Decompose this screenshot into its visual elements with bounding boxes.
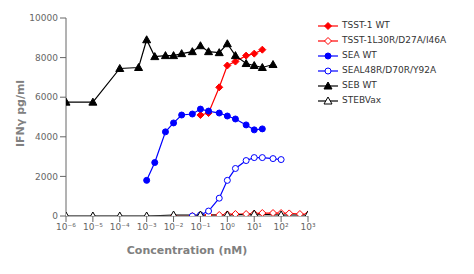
svg-text:Concentration (nM): Concentration (nM) <box>127 244 247 257</box>
svg-text:10⁻²: 10⁻² <box>164 222 184 232</box>
svg-text:10⁻⁵: 10⁻⁵ <box>83 222 103 232</box>
svg-text:0: 0 <box>52 211 58 221</box>
html-text:TSST-1 WT: TSST-1 WT <box>342 20 390 30</box>
svg-text:10⁻¹: 10⁻¹ <box>191 222 211 232</box>
svg-text:8000: 8000 <box>35 53 58 63</box>
svg-text:10⁻³: 10⁻³ <box>137 222 157 232</box>
svg-text:10⁰: 10⁰ <box>220 222 235 232</box>
svg-text:6000: 6000 <box>35 92 58 102</box>
svg-text:2000: 2000 <box>35 172 58 182</box>
html-text:STEBVax: STEBVax <box>342 95 382 105</box>
svg-text:IFNγ pg/ml: IFNγ pg/ml <box>14 80 27 147</box>
html-text:SEAL48R/D70R/Y92A: SEAL48R/D70R/Y92A <box>342 65 437 75</box>
svg-text:10⁻⁶: 10⁻⁶ <box>56 222 76 232</box>
svg-text:10⁻⁴: 10⁻⁴ <box>110 222 130 232</box>
svg-text:10000: 10000 <box>29 13 58 23</box>
svg-text:10¹: 10¹ <box>247 222 262 232</box>
html-text:SEA WT: SEA WT <box>342 50 377 60</box>
svg-text:10²: 10² <box>274 222 289 232</box>
svg-text:10³: 10³ <box>300 222 315 232</box>
html-text:SEB WT: SEB WT <box>342 80 377 90</box>
svg-text:4000: 4000 <box>35 132 58 142</box>
html-text:TSST-1L30R/D27A/I46A: TSST-1L30R/D27A/I46A <box>342 35 447 45</box>
